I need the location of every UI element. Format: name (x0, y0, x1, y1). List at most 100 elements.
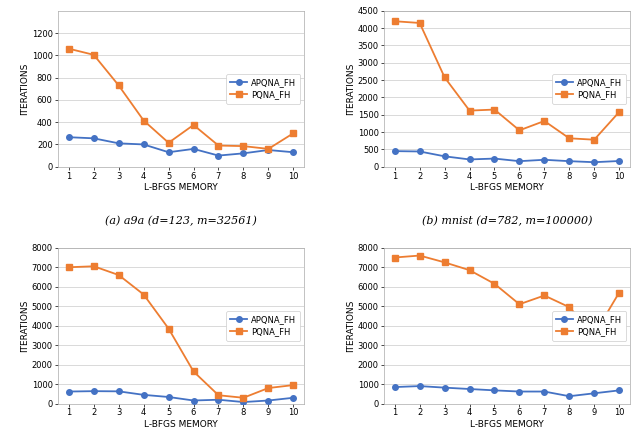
PQNA_FH (239, 395, 247, 401)
PQNA_FH (441, 260, 449, 265)
Y-axis label: ITERATIONS: ITERATIONS (20, 299, 29, 352)
APQNA_FH (65, 135, 73, 140)
PQNA_FH (466, 267, 474, 273)
PQNA_FH (239, 144, 247, 149)
Line: APQNA_FH: APQNA_FH (392, 148, 622, 165)
PQNA_FH (416, 253, 424, 258)
Line: PQNA_FH: PQNA_FH (392, 253, 622, 337)
PQNA_FH (416, 20, 424, 26)
PQNA_FH (90, 52, 98, 57)
APQNA_FH (516, 389, 524, 394)
APQNA_FH (189, 398, 197, 403)
PQNA_FH (189, 369, 197, 374)
APQNA_FH (140, 142, 147, 147)
APQNA_FH (289, 395, 297, 401)
Line: PQNA_FH: PQNA_FH (392, 19, 622, 142)
PQNA_FH (516, 128, 524, 133)
APQNA_FH (239, 399, 247, 404)
PQNA_FH (566, 305, 573, 310)
PQNA_FH (164, 140, 172, 145)
APQNA_FH (164, 395, 172, 400)
Line: APQNA_FH: APQNA_FH (66, 388, 296, 405)
PQNA_FH (90, 264, 98, 269)
APQNA_FH (264, 148, 272, 153)
APQNA_FH (590, 391, 598, 396)
Legend: APQNA_FH, PQNA_FH: APQNA_FH, PQNA_FH (552, 74, 626, 104)
APQNA_FH (566, 394, 573, 399)
PQNA_FH (140, 292, 147, 297)
Y-axis label: ITERATIONS: ITERATIONS (346, 299, 355, 352)
Line: APQNA_FH: APQNA_FH (392, 383, 622, 399)
X-axis label: L-BFGS MEMORY: L-BFGS MEMORY (144, 420, 218, 429)
X-axis label: L-BFGS MEMORY: L-BFGS MEMORY (470, 183, 544, 192)
PQNA_FH (115, 83, 122, 88)
PQNA_FH (214, 143, 222, 148)
APQNA_FH (615, 158, 623, 164)
APQNA_FH (164, 150, 172, 155)
APQNA_FH (541, 157, 548, 162)
PQNA_FH (140, 118, 147, 123)
APQNA_FH (516, 158, 524, 164)
PQNA_FH (615, 290, 623, 295)
PQNA_FH (65, 46, 73, 51)
APQNA_FH (541, 389, 548, 394)
PQNA_FH (491, 107, 499, 112)
APQNA_FH (416, 149, 424, 154)
APQNA_FH (491, 388, 499, 393)
Y-axis label: ITERATIONS: ITERATIONS (20, 62, 29, 115)
PQNA_FH (391, 19, 399, 24)
PQNA_FH (615, 109, 623, 115)
PQNA_FH (214, 393, 222, 398)
PQNA_FH (391, 255, 399, 260)
PQNA_FH (164, 326, 172, 331)
Line: APQNA_FH: APQNA_FH (66, 135, 296, 158)
PQNA_FH (466, 108, 474, 113)
APQNA_FH (65, 389, 73, 394)
APQNA_FH (566, 158, 573, 164)
Y-axis label: ITERATIONS: ITERATIONS (346, 62, 355, 115)
APQNA_FH (264, 398, 272, 403)
PQNA_FH (264, 146, 272, 151)
APQNA_FH (590, 160, 598, 165)
PQNA_FH (189, 122, 197, 128)
APQNA_FH (214, 397, 222, 402)
APQNA_FH (391, 385, 399, 390)
APQNA_FH (466, 386, 474, 391)
PQNA_FH (115, 273, 122, 278)
APQNA_FH (115, 141, 122, 146)
X-axis label: L-BFGS MEMORY: L-BFGS MEMORY (144, 183, 218, 192)
Title: (a) a9a (d=123, m=32561): (a) a9a (d=123, m=32561) (105, 216, 257, 226)
PQNA_FH (541, 293, 548, 298)
APQNA_FH (289, 150, 297, 155)
Legend: APQNA_FH, PQNA_FH: APQNA_FH, PQNA_FH (552, 311, 626, 341)
PQNA_FH (491, 281, 499, 286)
PQNA_FH (516, 302, 524, 307)
Legend: APQNA_FH, PQNA_FH: APQNA_FH, PQNA_FH (226, 311, 300, 341)
APQNA_FH (441, 385, 449, 390)
APQNA_FH (239, 151, 247, 156)
PQNA_FH (566, 136, 573, 141)
PQNA_FH (590, 137, 598, 142)
PQNA_FH (289, 382, 297, 388)
Line: PQNA_FH: PQNA_FH (66, 46, 296, 151)
PQNA_FH (65, 265, 73, 270)
APQNA_FH (115, 389, 122, 394)
APQNA_FH (416, 384, 424, 389)
APQNA_FH (466, 157, 474, 162)
PQNA_FH (590, 332, 598, 337)
Line: PQNA_FH: PQNA_FH (66, 263, 296, 401)
APQNA_FH (90, 388, 98, 394)
Title: (b) mnist (d=782, m=100000): (b) mnist (d=782, m=100000) (422, 216, 592, 226)
APQNA_FH (189, 146, 197, 151)
PQNA_FH (541, 118, 548, 124)
APQNA_FH (441, 154, 449, 159)
APQNA_FH (491, 156, 499, 161)
APQNA_FH (214, 153, 222, 158)
APQNA_FH (90, 136, 98, 141)
PQNA_FH (289, 131, 297, 136)
APQNA_FH (391, 148, 399, 154)
APQNA_FH (140, 392, 147, 398)
PQNA_FH (441, 75, 449, 80)
X-axis label: L-BFGS MEMORY: L-BFGS MEMORY (470, 420, 544, 429)
PQNA_FH (264, 385, 272, 391)
